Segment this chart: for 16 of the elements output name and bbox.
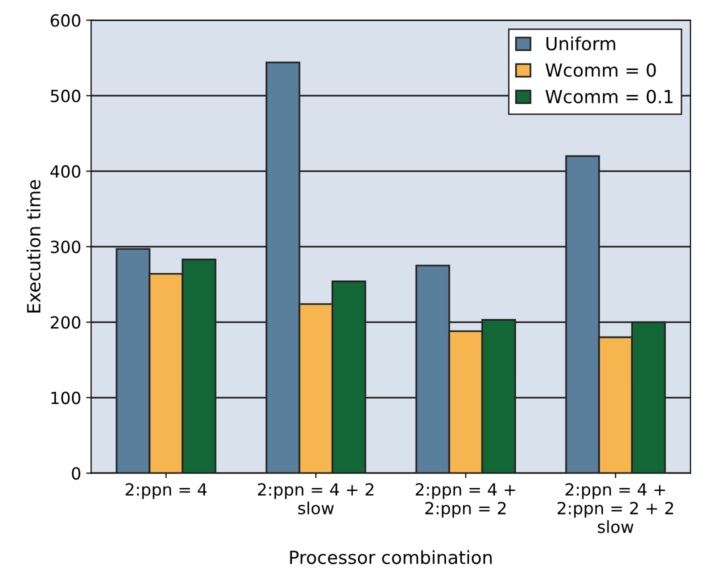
x-tick-label: 2:ppn = 4 [126,483,207,499]
y-axis-title: Execution time [26,180,41,312]
y-tick-label: 200 [50,316,80,329]
y-tick-label: 600 [50,14,80,27]
y-tick-label: 0 [72,467,80,480]
legend-label: Wcomm = 0.1 [546,90,673,104]
x-tick-label: 2:ppn = 4 + 2 slow [258,483,374,514]
legend-label: Uniform [546,36,616,50]
x-tick-label: 2:ppn = 4 + 2:ppn = 2 + 2 slow [558,483,674,534]
x-axis-title: Processor combination [290,550,492,564]
y-tick-label: 400 [50,165,80,178]
y-tick-label: 300 [50,240,80,254]
y-tick-label: 500 [50,90,80,102]
x-tick-label: 2:ppn = 4 + 2:ppn = 2 [416,483,516,518]
y-tick-label: 100 [51,392,80,404]
legend-label: Wcomm = 0 [546,63,656,77]
